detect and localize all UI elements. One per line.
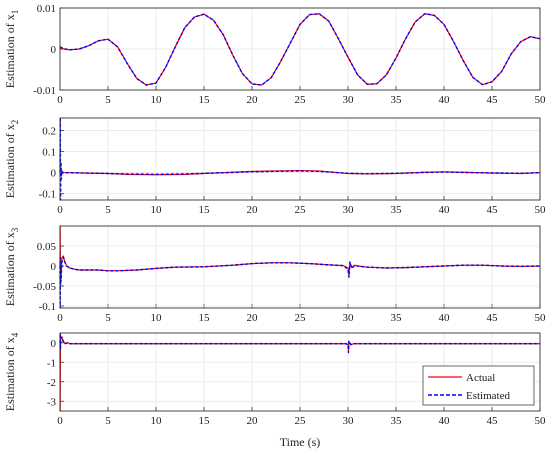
y-tick-label: -0.05 bbox=[33, 281, 56, 293]
y-axis-title: Estimation of x4 bbox=[3, 332, 20, 411]
x-tick-label: 50 bbox=[535, 415, 547, 427]
x-tick-label: 5 bbox=[105, 415, 111, 427]
legend-estimated-label: Estimated bbox=[466, 390, 510, 402]
x-tick-label: 30 bbox=[343, 415, 355, 427]
x-tick-label: 25 bbox=[295, 415, 307, 427]
x-tick-label: 45 bbox=[487, 204, 499, 216]
y-tick-label: -0.1 bbox=[39, 189, 56, 201]
x-tick-label: 0 bbox=[57, 94, 63, 106]
y-tick-label: -1 bbox=[47, 357, 56, 369]
x-tick-label: 25 bbox=[295, 204, 307, 216]
x-tick-label: 5 bbox=[105, 94, 111, 106]
x-tick-label: 50 bbox=[535, 94, 547, 106]
x-tick-label: 15 bbox=[199, 204, 211, 216]
x-tick-label: 30 bbox=[343, 204, 355, 216]
y-tick-label: -2 bbox=[47, 377, 56, 389]
x-tick-label: 25 bbox=[295, 312, 307, 324]
series-estimated-line bbox=[59, 256, 541, 309]
series-estimated-line bbox=[59, 117, 541, 201]
y-tick-label: 0 bbox=[51, 168, 57, 180]
y-tick-label: 0 bbox=[51, 44, 57, 56]
x-tick-label: 15 bbox=[199, 415, 211, 427]
series-estimated-line bbox=[59, 332, 540, 354]
x-tick-label: 10 bbox=[151, 204, 163, 216]
y-axis-title: Estimation of x2 bbox=[3, 120, 20, 199]
x-tick-label: 30 bbox=[343, 312, 355, 324]
y-axis-title: Estimation of x1 bbox=[3, 10, 20, 89]
legend-box bbox=[422, 365, 535, 406]
x-tick-label: 45 bbox=[487, 94, 499, 106]
x-tick-label: 10 bbox=[151, 94, 163, 106]
x-tick-label: 20 bbox=[247, 415, 259, 427]
plot-frame bbox=[59, 7, 541, 91]
x-tick-label: 20 bbox=[247, 94, 259, 106]
x-tick-label: 50 bbox=[535, 204, 547, 216]
plot-frame bbox=[59, 332, 541, 412]
x-tick-label: 40 bbox=[439, 204, 451, 216]
x-tick-label: 35 bbox=[391, 204, 403, 216]
x-tick-label: 5 bbox=[105, 204, 111, 216]
legend: Actual Estimated bbox=[422, 365, 535, 406]
x-tick-label: 5 bbox=[105, 312, 111, 324]
x-tick-label: 35 bbox=[391, 415, 403, 427]
y-tick-label: -3 bbox=[47, 396, 57, 408]
x-tick-label: 40 bbox=[439, 415, 451, 427]
x-tick-label: 10 bbox=[151, 415, 163, 427]
x-axis-title: Time (s) bbox=[280, 435, 321, 449]
y-tick-label: -0.01 bbox=[33, 85, 56, 97]
x-tick-label: 15 bbox=[199, 94, 211, 106]
x-tick-label: 30 bbox=[343, 94, 355, 106]
plot-frame bbox=[59, 225, 541, 309]
y-tick-label: 0 bbox=[51, 338, 57, 350]
y-tick-label: 0.2 bbox=[42, 126, 56, 138]
x-tick-label: 20 bbox=[247, 312, 259, 324]
x-tick-label: 15 bbox=[199, 312, 211, 324]
x-tick-label: 20 bbox=[247, 204, 259, 216]
plot-frame bbox=[59, 117, 541, 201]
y-tick-label: 0.01 bbox=[37, 3, 56, 15]
x-tick-label: 50 bbox=[535, 312, 547, 324]
x-tick-label: 45 bbox=[487, 415, 499, 427]
legend-actual-label: Actual bbox=[466, 372, 495, 384]
x-tick-label: 25 bbox=[295, 94, 307, 106]
x-tick-label: 0 bbox=[57, 415, 63, 427]
y-tick-label: 0 bbox=[51, 261, 57, 273]
x-tick-label: 35 bbox=[391, 94, 403, 106]
y-tick-label: -0.1 bbox=[39, 301, 56, 313]
x-tick-label: 40 bbox=[439, 312, 451, 324]
series-estimated-line bbox=[59, 13, 541, 86]
y-tick-label: 0.05 bbox=[37, 241, 57, 253]
x-tick-label: 0 bbox=[57, 204, 63, 216]
x-tick-label: 45 bbox=[487, 312, 499, 324]
subplot-1: 0 5 10 15 20 25 30 35 40 45 500.010-0.01Estimation… bbox=[3, 3, 546, 106]
y-tick-label: 0.1 bbox=[42, 147, 56, 159]
subplot-2: 0 5 10 15 20 25 30 35 40 45 500.20.10-0.1Estimatio… bbox=[3, 117, 547, 216]
subplot-3: 0 5 10 15 20 25 30 35 40 45 50 0.05 0 -0.05 -0.1 Estima… bbox=[3, 225, 547, 324]
x-tick-label: 40 bbox=[439, 94, 451, 106]
y-axis-title: Estimation of x3 bbox=[3, 227, 20, 306]
x-tick-label: 35 bbox=[391, 312, 403, 324]
x-tick-label: 10 bbox=[151, 312, 163, 324]
x-tick-label: 0 bbox=[57, 312, 63, 324]
